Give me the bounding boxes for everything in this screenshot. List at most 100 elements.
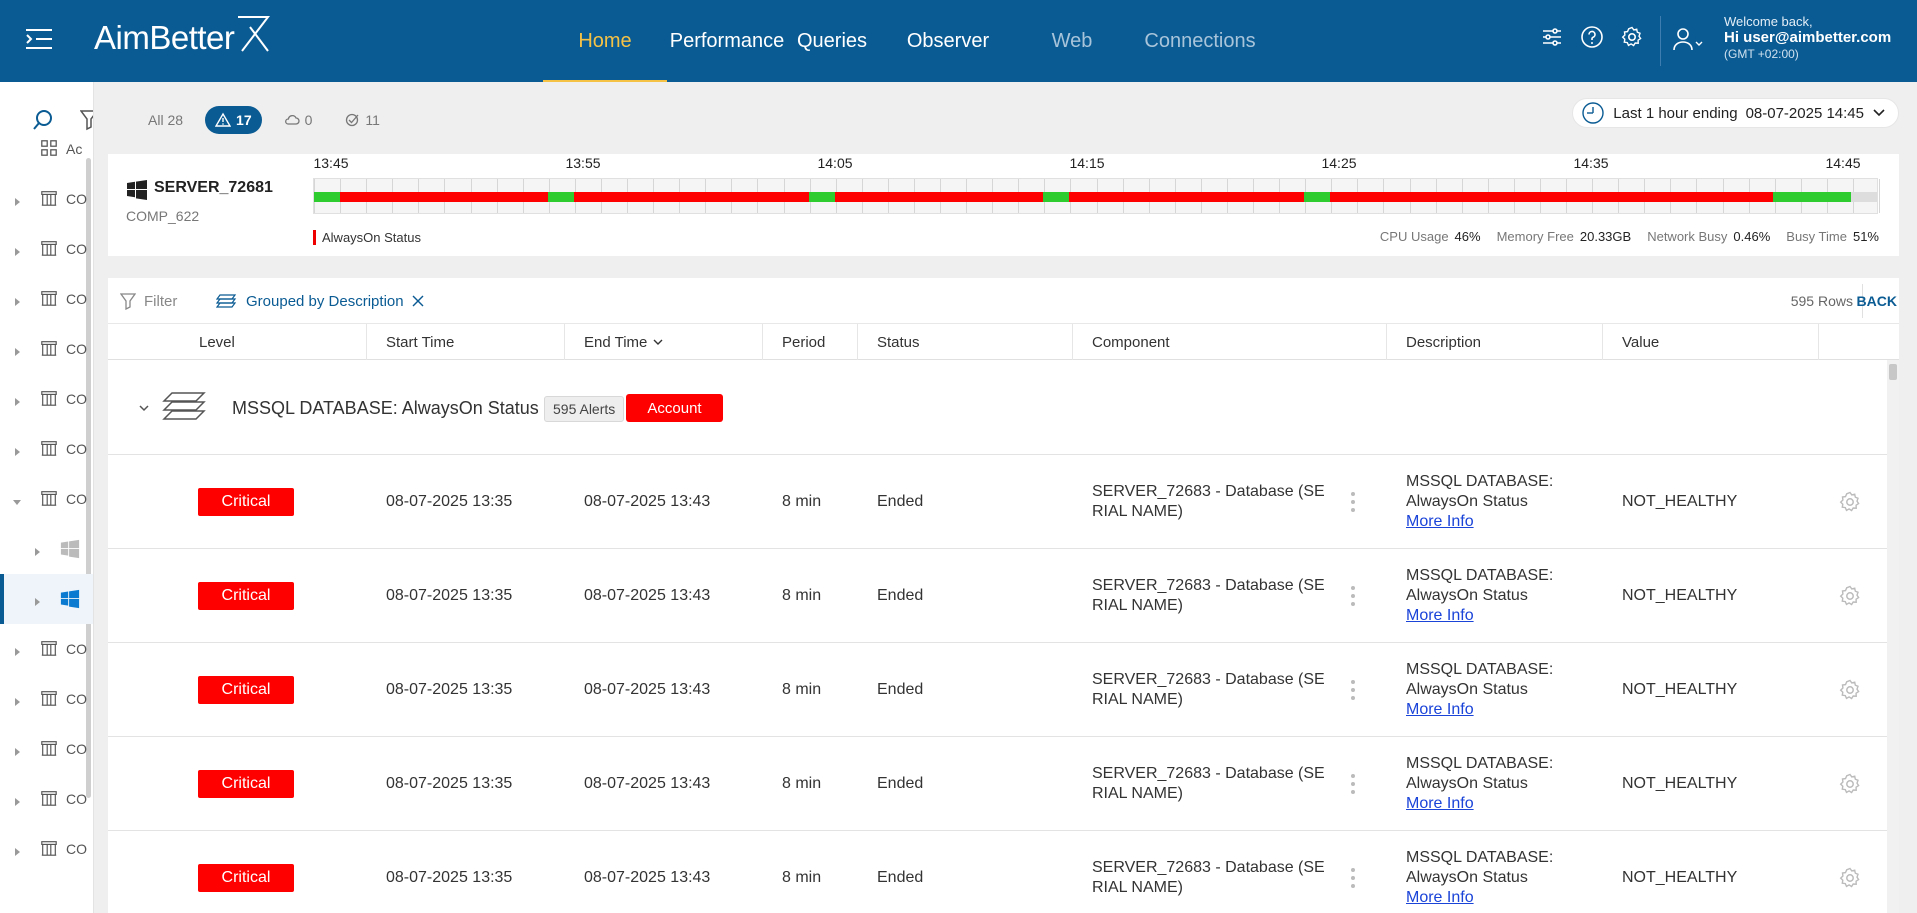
col-status[interactable]: Status xyxy=(877,333,920,351)
caret-right-icon[interactable] xyxy=(12,344,22,356)
sidebar-item[interactable] xyxy=(0,574,93,624)
nav-web[interactable]: Web xyxy=(1051,29,1093,52)
caret-right-icon[interactable] xyxy=(12,844,22,856)
group-by-tag[interactable]: Grouped by Description xyxy=(216,292,424,310)
nav-performance[interactable]: Performance xyxy=(669,29,785,52)
status-timeline[interactable] xyxy=(313,178,1880,214)
col-description[interactable]: Description xyxy=(1406,333,1482,351)
sidebar-item[interactable]: CO xyxy=(0,324,93,374)
close-icon[interactable] xyxy=(412,295,424,307)
more-info-link[interactable]: More Info xyxy=(1406,701,1474,718)
sidebar-item[interactable]: CO xyxy=(0,624,93,674)
nav-observer[interactable]: Observer xyxy=(906,29,990,52)
caret-right-icon[interactable] xyxy=(12,444,22,456)
more-info-link[interactable]: More Info xyxy=(1406,889,1474,906)
menu-toggle-icon[interactable] xyxy=(24,26,54,52)
search-icon[interactable] xyxy=(32,109,54,131)
filter-button[interactable]: Filter xyxy=(120,292,177,310)
col-value[interactable]: Value xyxy=(1622,333,1660,351)
sliders-icon[interactable] xyxy=(1540,25,1564,49)
caret-right-icon[interactable] xyxy=(12,694,22,706)
col-divider[interactable] xyxy=(857,324,858,360)
col-divider[interactable] xyxy=(1386,324,1387,360)
more-options-icon[interactable] xyxy=(1350,585,1356,607)
help-icon[interactable] xyxy=(1580,25,1604,49)
timeline-segment-critical[interactable] xyxy=(340,192,549,202)
table-row[interactable]: Critical 08-07-2025 13:35 08-07-2025 13:43… xyxy=(108,737,1899,831)
sidebar-item[interactable]: CO xyxy=(0,374,93,424)
caret-right-icon[interactable] xyxy=(12,794,22,806)
caret-right-icon[interactable] xyxy=(12,644,22,656)
table-row[interactable]: Critical 08-07-2025 13:35 08-07-2025 13:43… xyxy=(108,643,1899,737)
caret-down-icon[interactable] xyxy=(12,494,22,505)
col-level[interactable]: Level xyxy=(199,333,235,351)
timeline-segment-critical[interactable] xyxy=(1329,192,1773,202)
table-scroll-thumb[interactable] xyxy=(1889,364,1897,380)
chevron-down-icon[interactable] xyxy=(138,403,150,413)
caret-right-icon[interactable] xyxy=(32,594,42,606)
sidebar-item[interactable]: CO xyxy=(0,674,93,724)
col-divider[interactable] xyxy=(366,324,367,360)
col-start-time[interactable]: Start Time xyxy=(386,333,455,351)
more-info-link[interactable]: More Info xyxy=(1406,513,1474,530)
group-row[interactable]: MSSQL DATABASE: AlwaysOn Status 595 Aler… xyxy=(108,361,1899,455)
timeline-segment-critical[interactable] xyxy=(834,192,1044,202)
table-row[interactable]: Critical 08-07-2025 13:35 08-07-2025 13:43… xyxy=(108,549,1899,643)
sidebar-scrollbar[interactable] xyxy=(86,158,91,798)
timeline-segment-ok[interactable] xyxy=(1043,192,1070,202)
sidebar-item[interactable]: CO xyxy=(0,724,93,774)
col-component[interactable]: Component xyxy=(1092,333,1170,351)
chip-alerts[interactable]: 17 xyxy=(205,106,262,134)
more-options-icon[interactable] xyxy=(1350,773,1356,795)
sidebar-item[interactable]: CO xyxy=(0,774,93,824)
settings-icon[interactable] xyxy=(1620,25,1644,49)
more-options-icon[interactable] xyxy=(1350,491,1356,513)
caret-right-icon[interactable] xyxy=(12,394,22,406)
caret-right-icon[interactable] xyxy=(12,194,22,206)
table-scrollbar[interactable] xyxy=(1887,360,1899,913)
account-badge[interactable]: Account xyxy=(626,394,723,422)
col-period[interactable]: Period xyxy=(782,333,826,351)
chip-resolved[interactable]: 11 xyxy=(334,106,390,134)
filter-icon[interactable] xyxy=(80,109,94,131)
timeline-segment-ok[interactable] xyxy=(808,192,835,202)
timeline-segment-ok[interactable] xyxy=(1772,192,1851,202)
caret-right-icon[interactable] xyxy=(12,744,22,756)
user-icon[interactable] xyxy=(1670,26,1704,52)
welcome-block[interactable]: Welcome back, Hi user@aimbetter.com (GMT… xyxy=(1724,14,1891,62)
sidebar-item[interactable]: CO xyxy=(0,174,93,224)
sidebar-item[interactable] xyxy=(0,524,93,574)
more-info-link[interactable]: More Info xyxy=(1406,607,1474,624)
nav-home[interactable]: Home xyxy=(543,0,667,82)
col-divider[interactable] xyxy=(564,324,565,360)
settings-icon[interactable] xyxy=(1838,678,1862,702)
caret-right-icon[interactable] xyxy=(32,544,42,556)
caret-right-icon[interactable] xyxy=(12,294,22,306)
time-range-picker[interactable]: Last 1 hour ending 08-07-2025 14:45 xyxy=(1572,98,1899,128)
table-row[interactable]: Critical 08-07-2025 13:35 08-07-2025 13:43… xyxy=(108,831,1899,913)
sidebar-item[interactable]: CO xyxy=(0,424,93,474)
col-divider[interactable] xyxy=(1818,324,1819,360)
chip-all[interactable]: All 28 xyxy=(138,106,193,134)
timeline-segment-ok[interactable] xyxy=(548,192,575,202)
timeline-segment-critical[interactable] xyxy=(574,192,809,202)
settings-icon[interactable] xyxy=(1838,866,1862,890)
sidebar-item[interactable]: CO xyxy=(0,274,93,324)
sidebar-item[interactable]: Ac xyxy=(0,124,93,174)
col-end-time[interactable]: End Time xyxy=(584,324,663,360)
more-options-icon[interactable] xyxy=(1350,867,1356,889)
col-divider[interactable] xyxy=(1072,324,1073,360)
timeline-segment-ok[interactable] xyxy=(314,192,341,202)
back-button[interactable]: BACK xyxy=(1856,293,1897,309)
settings-icon[interactable] xyxy=(1838,584,1862,608)
settings-icon[interactable] xyxy=(1838,772,1862,796)
nav-connections[interactable]: Connections xyxy=(1144,29,1256,52)
sidebar-item[interactable]: CO xyxy=(0,224,93,274)
more-info-link[interactable]: More Info xyxy=(1406,795,1474,812)
timeline-segment-none[interactable] xyxy=(1850,192,1877,202)
app-logo[interactable]: AimBetter xyxy=(94,16,271,58)
col-divider[interactable] xyxy=(762,324,763,360)
timeline-segment-critical[interactable] xyxy=(1069,192,1304,202)
chip-cloud[interactable]: 0 xyxy=(274,106,323,134)
nav-queries[interactable]: Queries xyxy=(796,29,868,52)
